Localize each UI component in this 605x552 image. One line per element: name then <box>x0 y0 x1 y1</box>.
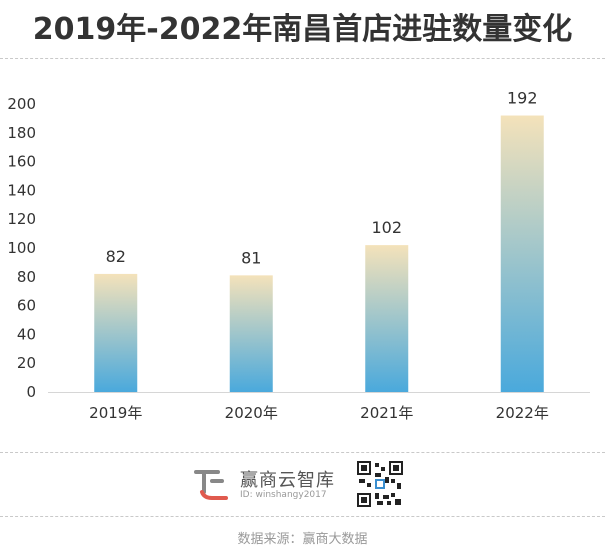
x-tick-label: 2022年 <box>496 404 549 422</box>
bar-2021 <box>365 245 409 392</box>
bottom-divider <box>0 516 605 517</box>
data-source-note: 数据来源：赢商大数据 <box>237 532 368 547</box>
y-tick-label: 20 <box>17 354 36 372</box>
bar-2022 <box>500 115 544 392</box>
winshang-logo-icon <box>194 470 228 500</box>
qr-code-icon[interactable] <box>357 461 403 507</box>
bar-value-label: 192 <box>507 89 538 108</box>
brand-id: ID: winshangy2017 <box>240 490 327 500</box>
y-tick-label: 160 <box>7 153 36 171</box>
middle-divider <box>0 452 605 453</box>
y-tick-label: 60 <box>17 297 36 315</box>
bar-2019 <box>94 273 138 392</box>
x-tick-label: 2019年 <box>89 404 142 422</box>
y-tick-label: 0 <box>26 383 36 401</box>
bar-value-label: 102 <box>371 218 402 237</box>
x-tick-label: 2021年 <box>360 404 413 422</box>
y-tick-label: 80 <box>17 268 36 286</box>
y-tick-label: 140 <box>7 181 36 199</box>
top-divider <box>0 58 605 59</box>
bar-value-label: 82 <box>106 247 126 266</box>
brand-name: 赢商云智库 <box>240 470 335 491</box>
y-tick-label: 180 <box>7 124 36 142</box>
y-tick-label: 40 <box>17 325 36 343</box>
y-tick-label: 200 <box>7 95 36 113</box>
bar-chart: 0 20 40 60 80 100 120 140 160 180 200 82 81 102 192 2… <box>7 89 590 422</box>
bar-value-label: 81 <box>241 248 261 267</box>
chart-title: 2019年-2022年南昌首店进驻数量变化 <box>32 12 573 47</box>
y-tick-label: 100 <box>7 239 36 257</box>
bar-2020 <box>229 275 273 392</box>
x-tick-label: 2020年 <box>225 404 278 422</box>
y-tick-label: 120 <box>7 210 36 228</box>
